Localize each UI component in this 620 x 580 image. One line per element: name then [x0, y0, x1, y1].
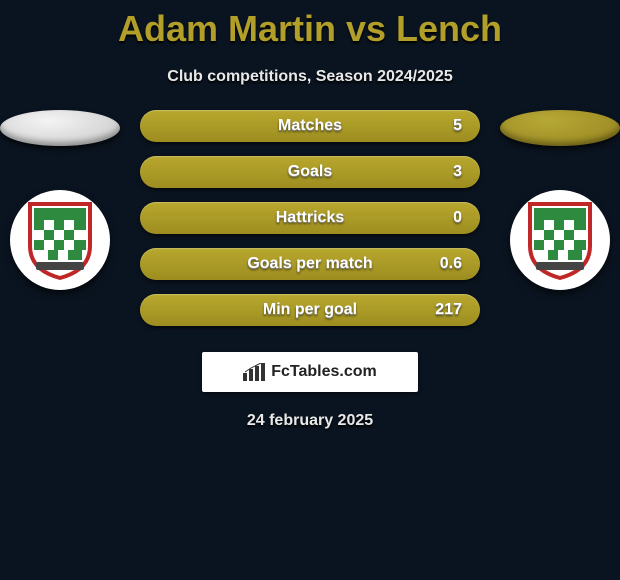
brand-badge: FcTables.com	[202, 352, 418, 392]
stat-row: Matches 5	[140, 110, 480, 142]
player-left-disc	[0, 110, 120, 146]
comparison-stage: Matches 5 Goals 3 Hattricks 0 Goals per …	[0, 110, 620, 326]
stat-value: 217	[435, 301, 462, 319]
stat-row: Goals 3	[140, 156, 480, 188]
stat-row: Min per goal 217	[140, 294, 480, 326]
club-crest-icon	[26, 200, 94, 280]
stat-value: 0	[453, 209, 462, 227]
stat-value: 5	[453, 117, 462, 135]
stat-row: Goals per match 0.6	[140, 248, 480, 280]
bar-chart-icon	[243, 363, 265, 381]
stat-label: Goals	[288, 163, 332, 181]
player-left-badge	[10, 190, 110, 290]
player-left-side	[0, 110, 120, 290]
stat-value: 0.6	[440, 255, 462, 273]
date-text: 24 february 2025	[0, 412, 620, 430]
player-right-disc	[500, 110, 620, 146]
stat-row: Hattricks 0	[140, 202, 480, 234]
stat-label: Goals per match	[247, 255, 372, 273]
player-right-badge	[510, 190, 610, 290]
page-title: Adam Martin vs Lench	[0, 0, 620, 50]
club-crest-icon	[526, 200, 594, 280]
stat-label: Min per goal	[263, 301, 357, 319]
stat-label: Hattricks	[276, 209, 344, 227]
stat-bars: Matches 5 Goals 3 Hattricks 0 Goals per …	[140, 110, 480, 326]
player-right-side	[500, 110, 620, 290]
brand-text: FcTables.com	[271, 363, 377, 381]
subtitle: Club competitions, Season 2024/2025	[0, 68, 620, 86]
stat-value: 3	[453, 163, 462, 181]
stat-label: Matches	[278, 117, 342, 135]
